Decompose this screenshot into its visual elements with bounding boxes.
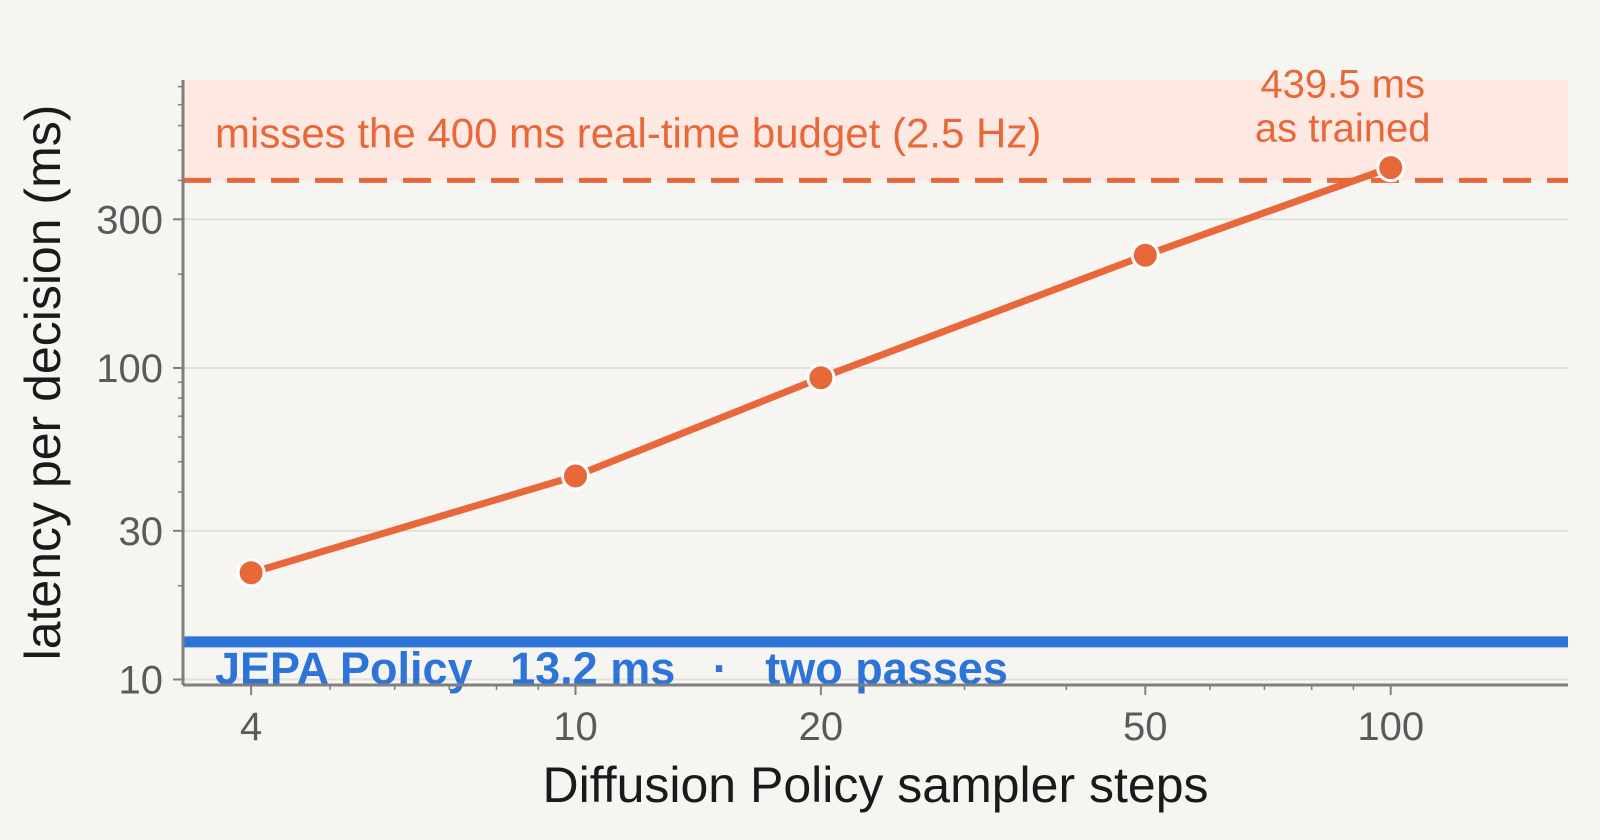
y-tick-label-100: 100 [96, 347, 163, 391]
data-point-100 [1376, 153, 1406, 183]
as-trained-annotation-line1: 439.5 ms [1260, 63, 1425, 107]
x-tick-label-10: 10 [553, 705, 598, 749]
data-point-10 [561, 461, 591, 491]
as-trained-annotation-line2: as trained [1255, 107, 1431, 151]
y-tick-label-300: 300 [96, 198, 163, 242]
series-diffusion-policy [236, 153, 1406, 588]
y-tick-label-30: 30 [119, 510, 164, 554]
axes: 10 30 100 300 4 10 20 50 100 [96, 80, 1568, 749]
budget-exceed-region [183, 80, 1568, 181]
x-axis-title: Diffusion Policy sampler steps [542, 757, 1208, 813]
data-point-50 [1130, 240, 1160, 270]
data-point-4 [236, 558, 266, 588]
x-tick-label-4: 4 [240, 705, 262, 749]
y-axis-title: latency per decision (ms) [15, 105, 71, 661]
x-tick-label-100: 100 [1357, 705, 1424, 749]
x-tick-label-50: 50 [1123, 705, 1168, 749]
gridlines [183, 218, 1568, 681]
y-tick-label-10: 10 [119, 658, 164, 702]
budget-label: misses the 400 ms real-time budget (2.5 … [215, 109, 1041, 156]
x-tick-label-20: 20 [799, 705, 844, 749]
data-point-20 [806, 363, 836, 393]
